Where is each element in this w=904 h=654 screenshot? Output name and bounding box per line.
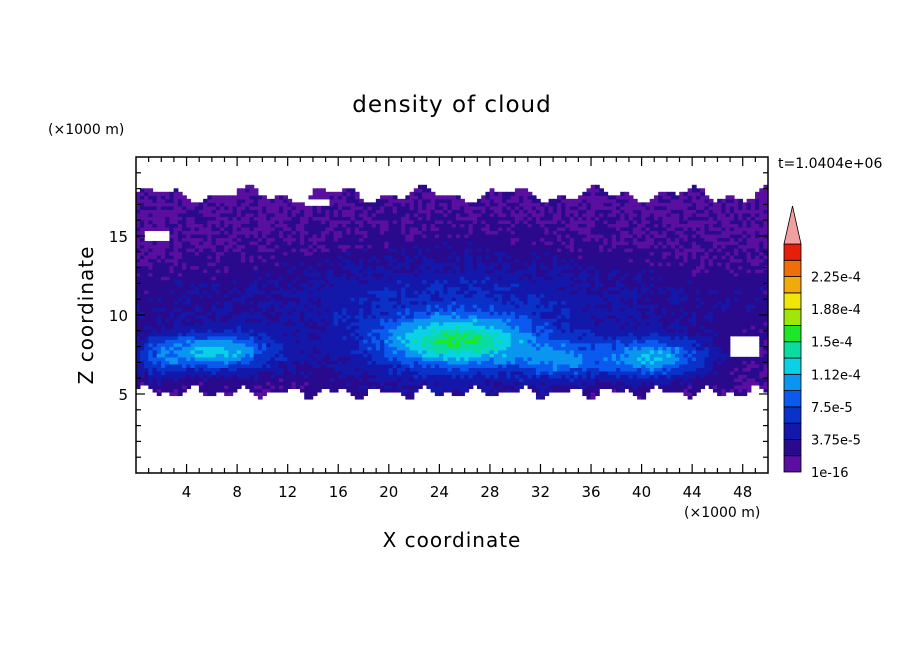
colorbar-swatch: [783, 439, 802, 457]
colorbar-swatch: [783, 373, 802, 391]
chart-title: density of cloud: [352, 92, 551, 118]
colorbar-swatch: [783, 390, 802, 408]
x-tick-label: 48: [733, 483, 752, 501]
colorbar-swatch: [783, 422, 802, 440]
x-tick-label: 12: [278, 483, 297, 501]
colorbar-label: 1.5e-4: [811, 336, 853, 351]
colorbar-overflow-triangle: [783, 205, 802, 245]
x-tick-label: 40: [632, 483, 651, 501]
y-tick-label: 10: [109, 307, 128, 325]
y-unit-label: (×1000 m): [48, 122, 124, 138]
x-tick-label: 4: [182, 483, 192, 501]
x-tick-label: 36: [581, 483, 600, 501]
y-axis-ticks: 5 10 15: [109, 172, 768, 458]
time-label: t=1.0404e+06: [778, 156, 882, 172]
contour-field: [136, 184, 768, 400]
colorbar-swatch: [783, 308, 802, 326]
x-tick-label: 28: [480, 483, 499, 501]
x-tick-label: 16: [329, 483, 348, 501]
y-axis-label: Z coordinate: [74, 246, 98, 385]
x-axis-label: X coordinate: [383, 528, 522, 552]
x-tick-label: 24: [430, 483, 449, 501]
y-tick-label: 5: [118, 386, 128, 404]
colorbar-swatch: [783, 406, 802, 424]
colorbar-label: 7.5e-5: [811, 401, 853, 416]
x-tick-label: 44: [683, 483, 702, 501]
y-tick-label: 15: [109, 228, 128, 246]
colorbar-swatch: [783, 325, 802, 343]
colorbar-swatch: [783, 243, 802, 261]
colorbar-label: 1e-16: [811, 466, 849, 481]
colorbar-swatch: [783, 259, 802, 277]
colorbar-swatch: [783, 455, 802, 473]
x-tick-label: 8: [232, 483, 242, 501]
colorbar-label: 1.12e-4: [811, 368, 861, 383]
colorbar: 1e-16 3.75e-5 7.5e-5 1.12e-4 1.5e-4 1.88e-4 2.…: [783, 205, 861, 481]
colorbar-swatch: [783, 276, 802, 294]
colorbar-swatch: [783, 341, 802, 359]
x-axis-ticks: 4 8 12 16 20 24 28 32 36 40 44 48: [148, 157, 756, 501]
colorbar-label: 1.88e-4: [811, 303, 861, 318]
x-unit-label: (×1000 m): [684, 505, 760, 521]
x-tick-label: 20: [379, 483, 398, 501]
x-tick-label: 32: [531, 483, 550, 501]
colorbar-swatch: [783, 292, 802, 310]
colorbar-label: 3.75e-5: [811, 433, 861, 448]
colorbar-label: 2.25e-4: [811, 271, 861, 286]
colorbar-swatch: [783, 357, 802, 375]
